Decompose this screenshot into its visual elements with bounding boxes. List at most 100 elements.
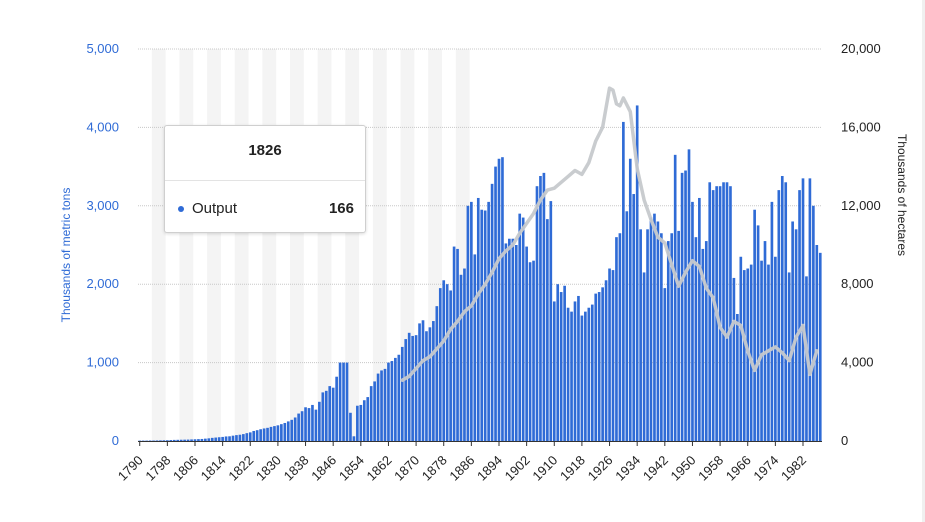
x-tick-label: 1790 [115,453,146,484]
bar-output [639,229,642,441]
bar-output [815,245,819,441]
bar-output [539,176,542,441]
x-tick-label: 1958 [695,453,726,484]
background-band [290,49,304,441]
y-tick-right: 8,000 [841,276,874,291]
bar-output [414,335,418,441]
bar-output [176,439,180,441]
x-tick-label: 1894 [474,453,505,484]
bar-output [632,194,636,441]
x-tick-label: 1806 [170,453,201,484]
bar-output [318,401,321,441]
y-tick-left: 1,000 [86,355,119,370]
bar-output [390,361,394,441]
bar-output [704,241,708,441]
x-tick-label: 1838 [281,453,312,484]
bar-output [483,210,487,441]
bar-output [452,246,456,441]
bar-output [300,411,304,441]
bar-output [680,172,684,441]
bar-output [407,332,411,441]
bar-output [628,158,632,441]
background-band [317,49,332,441]
bar-output [349,412,352,441]
background-band [372,49,387,441]
bar-output [736,313,739,441]
bar-output [711,190,715,441]
bar-output [784,182,788,441]
bar-output [677,230,680,441]
bar-output [435,306,439,441]
bar-output [684,170,687,441]
bar-output [801,178,805,442]
bar-output [511,238,515,441]
bar-output [221,436,224,441]
bar-output [235,435,238,441]
bar-output [304,407,307,441]
bar-output [663,288,667,441]
bar-output [172,439,176,441]
bar-output [438,288,442,441]
bar-output [563,285,566,441]
bar-output [204,438,207,441]
bar-output [411,335,414,441]
bar-output [442,280,446,441]
bar-output [584,311,587,441]
bar-output [556,284,560,441]
bar-output [518,213,522,441]
bar-output [190,439,193,441]
x-tick-label: 1942 [640,453,671,484]
x-tick-label: 1846 [308,453,339,484]
bar-output [366,397,370,441]
bar-output [618,233,622,441]
bar-output [345,362,349,441]
y-tick-left: 5,000 [86,41,119,56]
bar-output [248,432,252,441]
bar-output [780,176,784,441]
bar-output [259,429,262,441]
y-tick-left: 4,000 [86,119,119,134]
bar-output [646,229,649,441]
bar-output [197,439,200,441]
bar-output [359,404,363,441]
bar-output [404,339,408,441]
x-tick-label: 1830 [253,453,284,484]
bar-output [273,426,276,441]
bar-output [525,246,528,441]
bar-output [421,320,425,441]
bar-output [742,270,746,441]
bar-output [494,166,497,441]
bar-output [456,248,459,441]
bar-output [722,182,725,441]
bar-output [635,105,639,441]
bar-output [470,201,473,441]
bar-output [708,182,712,441]
background-band [179,49,194,441]
background-band [455,49,470,441]
bar-output [269,426,273,441]
x-tick-label: 1926 [585,453,616,484]
bar-output [552,301,556,441]
bar-output [753,209,756,441]
bar-output [608,268,611,441]
bar-output [590,304,594,441]
bar-output [490,183,494,441]
bar-output [286,421,290,441]
bar-output [546,219,549,441]
bar-output [432,321,435,441]
bar-output [373,381,376,441]
bar-output [293,417,297,441]
bar-output [342,362,345,441]
bar-output [597,292,601,441]
bar-output [362,400,366,441]
y-tick-left: 3,000 [86,198,119,213]
bar-output [580,315,584,441]
bar-output [214,437,218,441]
bar-output [818,252,822,441]
bar-output [397,354,401,441]
bar-output [601,287,604,441]
tooltip-year: 1826 [248,142,282,159]
bar-output [701,248,705,441]
bar-output [428,327,432,441]
